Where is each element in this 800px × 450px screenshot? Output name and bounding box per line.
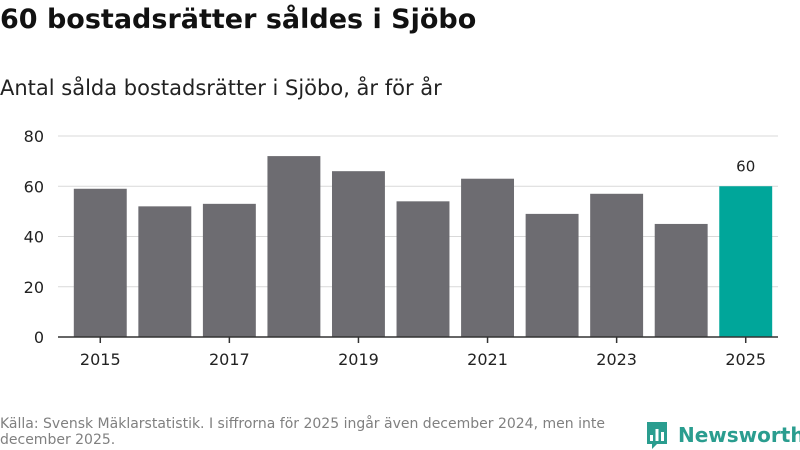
x-tick-label: 2021 <box>467 350 508 369</box>
bar-2017 <box>202 203 256 337</box>
bar-2016 <box>138 206 192 337</box>
bar-2018 <box>267 156 321 337</box>
data-label: 60 <box>736 157 755 175</box>
x-tick-label: 2019 <box>338 350 379 369</box>
y-tick-label: 80 <box>24 127 44 146</box>
x-axis: 2015 2017 2019 2021 2023 2025 <box>58 336 778 369</box>
source-note: Källa: Svensk Mäklarstatistik. I siffror… <box>0 416 605 448</box>
x-tick-label: 2025 <box>725 350 766 369</box>
bar-2019 <box>331 171 385 337</box>
x-tick-label: 2015 <box>80 350 121 369</box>
bar-2022 <box>525 213 579 337</box>
brand-name: Newsworthy <box>678 423 800 447</box>
data-labels: 60 <box>736 157 755 175</box>
bar-2025 <box>719 186 773 337</box>
y-tick-label: 0 <box>34 328 44 347</box>
y-tick-label: 40 <box>24 228 44 247</box>
bar-2023 <box>590 193 644 337</box>
x-tick-label: 2023 <box>596 350 637 369</box>
y-axis-ticks: 0 20 40 60 80 <box>24 127 44 347</box>
bars <box>73 156 773 337</box>
x-tick-label: 2017 <box>209 350 250 369</box>
bar-chart-logo-icon <box>647 422 667 449</box>
chart-subtitle: Antal sålda bostadsrätter i Sjöbo, år fö… <box>0 76 442 100</box>
y-tick-label: 60 <box>24 177 44 196</box>
bar-2015 <box>73 188 127 337</box>
chart-title: 60 bostadsrätter såldes i Sjöbo <box>0 4 477 35</box>
bar-2020 <box>396 201 450 337</box>
y-tick-label: 20 <box>24 278 44 297</box>
newsworthy-logo: Newsworthy <box>645 420 800 450</box>
bar-2024 <box>654 223 708 337</box>
bar-chart: 0 20 40 60 80 60 2015 2017 2019 2021 2023 2025 <box>24 127 778 369</box>
bar-2021 <box>461 178 515 337</box>
